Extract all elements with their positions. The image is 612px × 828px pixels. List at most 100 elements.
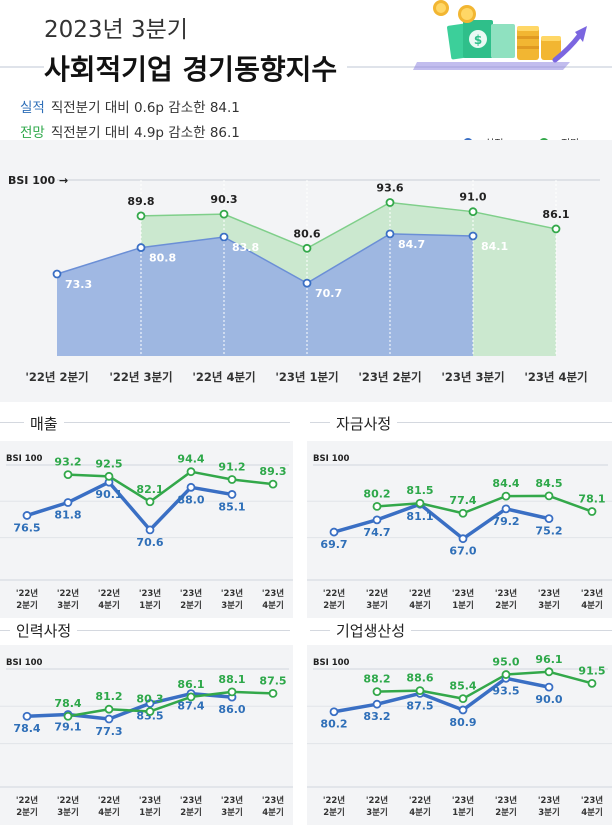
actual-value-label: 90.0 — [535, 693, 562, 706]
forecast-point — [145, 707, 155, 716]
x-tick-label-quarter: 2분기 — [323, 807, 345, 818]
x-tick-label-quarter: 2분기 — [495, 807, 517, 818]
actual-line — [26, 480, 233, 532]
x-tick-label-year: '23년 — [221, 588, 243, 599]
forecast-value-label: 86.1 — [177, 678, 204, 691]
actual-value-label: 67.0 — [449, 545, 476, 558]
svg-text:$: $ — [474, 33, 482, 47]
x-tick-label-quarter: 3분기 — [221, 807, 243, 818]
x-tick-label-quarter: 2분기 — [16, 600, 38, 611]
forecast-point — [544, 491, 554, 501]
actual-point — [219, 232, 229, 242]
forecast-value-label: 92.5 — [95, 457, 122, 470]
actual-value-label: 93.5 — [492, 684, 519, 697]
actual-value-label: 84.1 — [481, 240, 508, 253]
forecast-value-label: 93.6 — [376, 182, 403, 195]
actual-line — [56, 233, 474, 285]
section-divider — [0, 422, 290, 423]
page-title-year: 2023년 3분기 — [44, 17, 188, 43]
forecast-value-label: 80.2 — [363, 487, 390, 500]
x-tick-label-quarter: 4분기 — [98, 807, 120, 818]
x-tick-label-year: '22년 — [409, 795, 431, 806]
actual-value-label: 70.7 — [315, 287, 342, 300]
bsi-100-label: BSI 100 → — [8, 174, 68, 187]
x-tick-label-year: '23년 — [495, 588, 517, 599]
actual-point — [22, 511, 32, 520]
forecast-value-label: 96.1 — [535, 653, 562, 666]
forecast-point — [268, 688, 278, 698]
actual-point — [52, 269, 62, 279]
forecast-point — [415, 686, 425, 696]
forecast-value-label: 88.2 — [363, 673, 390, 686]
x-tick-label-year: '22년 — [409, 588, 431, 599]
forecast-value-label: 93.2 — [54, 456, 81, 469]
productivity-chart: BSI 100 80.2 83.2 87.5 80.9 93.5 90.0 88.2 88.6 8… — [307, 653, 612, 818]
actual-value-label: 77.3 — [95, 725, 122, 738]
forecast-point — [136, 211, 146, 221]
actual-value-label: 81.8 — [54, 508, 81, 521]
forecast-point — [458, 508, 468, 518]
actual-value-label: 88.0 — [177, 493, 204, 506]
productivity-chart-panel: BSI 100 80.2 83.2 87.5 80.9 93.5 90.0 88.2 88.6 8… — [307, 645, 612, 825]
x-tick-label-quarter: 4분기 — [581, 807, 603, 818]
forecast-value-label: 84.4 — [492, 477, 519, 490]
forecast-point — [219, 209, 229, 219]
summary-actual-text: 직전분기 대비 0.6p 감소한 84.1 — [50, 100, 240, 116]
actual-value-label: 81.1 — [406, 510, 433, 523]
actual-value-label: 83.5 — [136, 709, 163, 722]
forecast-point — [415, 498, 425, 508]
x-tick-label: '23년 2분기 — [358, 370, 421, 384]
actual-value-label: 84.7 — [398, 238, 425, 251]
x-tick-label-year: '22년 — [366, 588, 388, 599]
forecast-value-label: 90.3 — [210, 193, 237, 206]
actual-value-label: 76.5 — [13, 521, 40, 534]
actual-point — [458, 534, 468, 544]
x-tick-label-year: '22년 — [98, 795, 120, 806]
workforce-chart: BSI 100 78.4 79.1 77.3 83.5 87.4 86.0 78.4 81.2 8… — [0, 658, 293, 818]
x-tick-label: '22년 4분기 — [192, 370, 255, 384]
forecast-value-label: 91.5 — [578, 664, 605, 677]
forecast-value-label: 80.3 — [136, 692, 163, 705]
actual-value-label: 79.2 — [492, 515, 519, 528]
actual-point — [104, 714, 114, 724]
actual-line — [333, 676, 550, 714]
actual-value-label: 85.1 — [218, 500, 245, 513]
x-tick-label-quarter: 1분기 — [452, 807, 474, 818]
x-tick-label-quarter: 4분기 — [409, 807, 431, 818]
actual-value-label: 83.2 — [363, 710, 390, 723]
x-tick-label-year: '23년 — [538, 588, 560, 599]
x-tick-label: '23년 1분기 — [275, 370, 338, 384]
forecast-point — [458, 694, 468, 704]
actual-point — [302, 278, 312, 288]
forecast-value-label: 87.5 — [259, 674, 286, 687]
forecast-value-label: 80.6 — [293, 227, 320, 240]
forecast-value-label: 82.1 — [136, 483, 163, 496]
summary-actual-label: 실적 — [20, 100, 45, 116]
summary-forecast: 전망 직전분기 대비 4.9p 감소한 86.1 — [20, 121, 240, 141]
actual-value-label: 83.8 — [232, 241, 259, 254]
forecast-value-label: 84.5 — [535, 477, 562, 490]
forecast-value-label: 94.4 — [177, 453, 204, 466]
actual-value-label: 74.7 — [363, 526, 390, 539]
forecast-value-label: 81.5 — [406, 484, 433, 497]
x-tick-label: '23년 3분기 — [441, 370, 504, 384]
summary-actual: 실적 직전분기 대비 0.6p 감소한 84.1 — [20, 96, 240, 116]
x-tick-label-year: '23년 — [452, 588, 474, 599]
x-tick-label-year: '23년 — [262, 588, 284, 599]
actual-point — [227, 490, 237, 499]
forecast-point — [468, 207, 478, 217]
section-divider — [310, 630, 612, 631]
x-tick-label-quarter: 4분기 — [262, 807, 284, 818]
actual-point — [468, 231, 478, 241]
x-tick-label-quarter: 3분기 — [366, 600, 388, 611]
actual-point — [544, 514, 554, 524]
x-tick-label-year: '22년 — [57, 795, 79, 806]
x-tick-label-year: '22년 — [366, 795, 388, 806]
forecast-point — [302, 243, 312, 253]
section-title-funds: 자금사정 — [330, 413, 398, 434]
x-tick-label-quarter: 2분기 — [495, 600, 517, 611]
actual-value-label: 80.8 — [149, 252, 176, 265]
x-tick-label-year: '23년 — [538, 795, 560, 806]
forecast-point — [501, 491, 511, 501]
summary-forecast-text: 직전분기 대비 4.9p 감소한 86.1 — [50, 125, 240, 141]
